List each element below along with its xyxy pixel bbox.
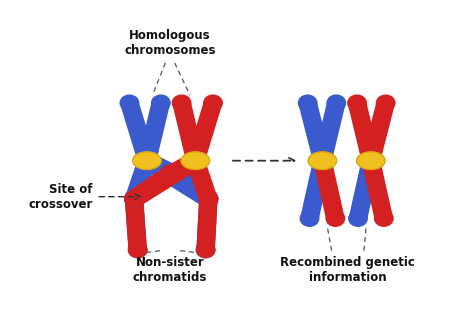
Polygon shape (164, 153, 200, 183)
Ellipse shape (300, 211, 319, 226)
Circle shape (186, 152, 205, 170)
Polygon shape (187, 100, 222, 163)
Ellipse shape (128, 242, 147, 258)
Circle shape (362, 152, 380, 170)
Ellipse shape (299, 95, 317, 111)
Polygon shape (362, 101, 395, 163)
Polygon shape (187, 158, 217, 202)
Polygon shape (125, 198, 147, 250)
Polygon shape (173, 101, 204, 163)
Polygon shape (125, 158, 156, 202)
Ellipse shape (326, 211, 345, 226)
Circle shape (186, 152, 205, 170)
Polygon shape (301, 159, 331, 220)
Ellipse shape (128, 242, 147, 258)
Polygon shape (362, 159, 393, 220)
Ellipse shape (308, 152, 337, 170)
Circle shape (362, 152, 380, 170)
Polygon shape (170, 168, 214, 206)
Circle shape (160, 166, 178, 185)
Circle shape (313, 152, 332, 170)
Ellipse shape (374, 211, 393, 226)
Polygon shape (125, 198, 147, 250)
Polygon shape (142, 153, 213, 207)
Polygon shape (129, 153, 201, 207)
Circle shape (138, 152, 156, 170)
Ellipse shape (199, 191, 218, 207)
Circle shape (125, 190, 143, 208)
Circle shape (186, 152, 205, 170)
Circle shape (138, 152, 156, 170)
Circle shape (138, 152, 156, 170)
Ellipse shape (160, 167, 178, 183)
Text: Non-sister
chromatids: Non-sister chromatids (133, 256, 207, 284)
Ellipse shape (173, 95, 191, 111)
Polygon shape (143, 153, 180, 184)
Ellipse shape (125, 191, 143, 207)
Text: Recombined genetic
information: Recombined genetic information (281, 256, 415, 284)
Ellipse shape (349, 211, 367, 226)
Circle shape (199, 190, 218, 208)
Circle shape (125, 190, 143, 208)
Ellipse shape (204, 95, 222, 111)
Circle shape (362, 152, 380, 170)
Polygon shape (299, 101, 331, 163)
Circle shape (166, 166, 185, 185)
Circle shape (313, 152, 332, 170)
Ellipse shape (125, 191, 143, 207)
Ellipse shape (196, 242, 215, 258)
Circle shape (138, 152, 156, 170)
Polygon shape (348, 101, 380, 163)
Polygon shape (129, 168, 174, 207)
Polygon shape (349, 159, 380, 220)
Polygon shape (313, 159, 345, 220)
Circle shape (313, 152, 332, 170)
Ellipse shape (376, 95, 395, 111)
Polygon shape (120, 100, 156, 163)
Circle shape (313, 152, 332, 170)
Ellipse shape (356, 152, 385, 170)
Circle shape (186, 152, 205, 170)
Ellipse shape (327, 95, 346, 111)
Ellipse shape (199, 191, 218, 207)
Ellipse shape (348, 95, 366, 111)
Polygon shape (196, 199, 218, 250)
Circle shape (138, 152, 156, 170)
Circle shape (362, 152, 380, 170)
Polygon shape (313, 101, 345, 163)
Ellipse shape (199, 191, 218, 207)
Circle shape (186, 152, 205, 170)
Ellipse shape (196, 242, 215, 258)
Circle shape (199, 190, 218, 208)
Ellipse shape (152, 95, 170, 111)
Ellipse shape (133, 152, 161, 170)
Ellipse shape (120, 95, 139, 111)
Text: Homologous
chromosomes: Homologous chromosomes (124, 29, 216, 57)
Polygon shape (138, 101, 170, 163)
Ellipse shape (166, 167, 185, 183)
Text: Site of
crossover: Site of crossover (28, 183, 93, 211)
Ellipse shape (125, 191, 143, 207)
Polygon shape (196, 199, 218, 250)
Ellipse shape (181, 152, 210, 170)
